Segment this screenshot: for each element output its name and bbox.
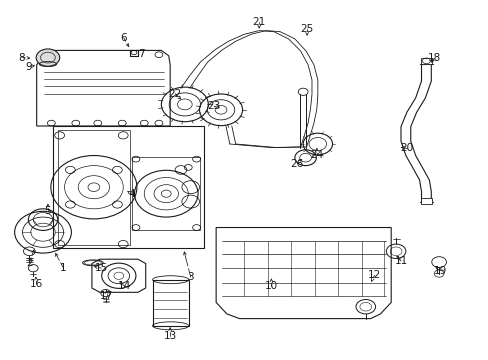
Bar (420, 58, 431, 64)
Text: 17: 17 (100, 291, 113, 301)
Text: 18: 18 (427, 53, 440, 63)
Text: 3: 3 (187, 272, 194, 282)
Text: 26: 26 (290, 159, 304, 169)
Polygon shape (37, 50, 170, 126)
Text: 23: 23 (207, 101, 221, 111)
Text: 22: 22 (168, 89, 182, 99)
Text: 6: 6 (120, 33, 127, 43)
Text: 21: 21 (252, 17, 265, 27)
Text: 25: 25 (300, 24, 313, 34)
Polygon shape (92, 259, 145, 292)
Text: 12: 12 (367, 270, 381, 280)
Text: 14: 14 (118, 281, 131, 291)
Bar (132, 157, 200, 230)
Text: 8: 8 (19, 53, 25, 63)
Text: 1: 1 (60, 263, 67, 273)
Text: 4: 4 (128, 189, 135, 199)
Text: 15: 15 (94, 263, 108, 273)
Bar (58, 130, 130, 245)
Text: 10: 10 (264, 281, 277, 291)
Text: 16: 16 (30, 279, 43, 289)
Text: 7: 7 (138, 49, 145, 59)
Text: 20: 20 (400, 143, 412, 153)
Text: 5: 5 (44, 206, 51, 216)
Bar (152, 280, 188, 326)
Text: 19: 19 (432, 266, 446, 276)
Text: 11: 11 (393, 256, 407, 266)
Polygon shape (216, 228, 390, 319)
Text: 9: 9 (25, 62, 32, 72)
Bar (420, 198, 431, 204)
Text: 13: 13 (163, 330, 177, 341)
Bar (53, 126, 204, 248)
Text: 2: 2 (26, 258, 33, 268)
Circle shape (36, 49, 60, 66)
Text: 24: 24 (309, 150, 323, 160)
